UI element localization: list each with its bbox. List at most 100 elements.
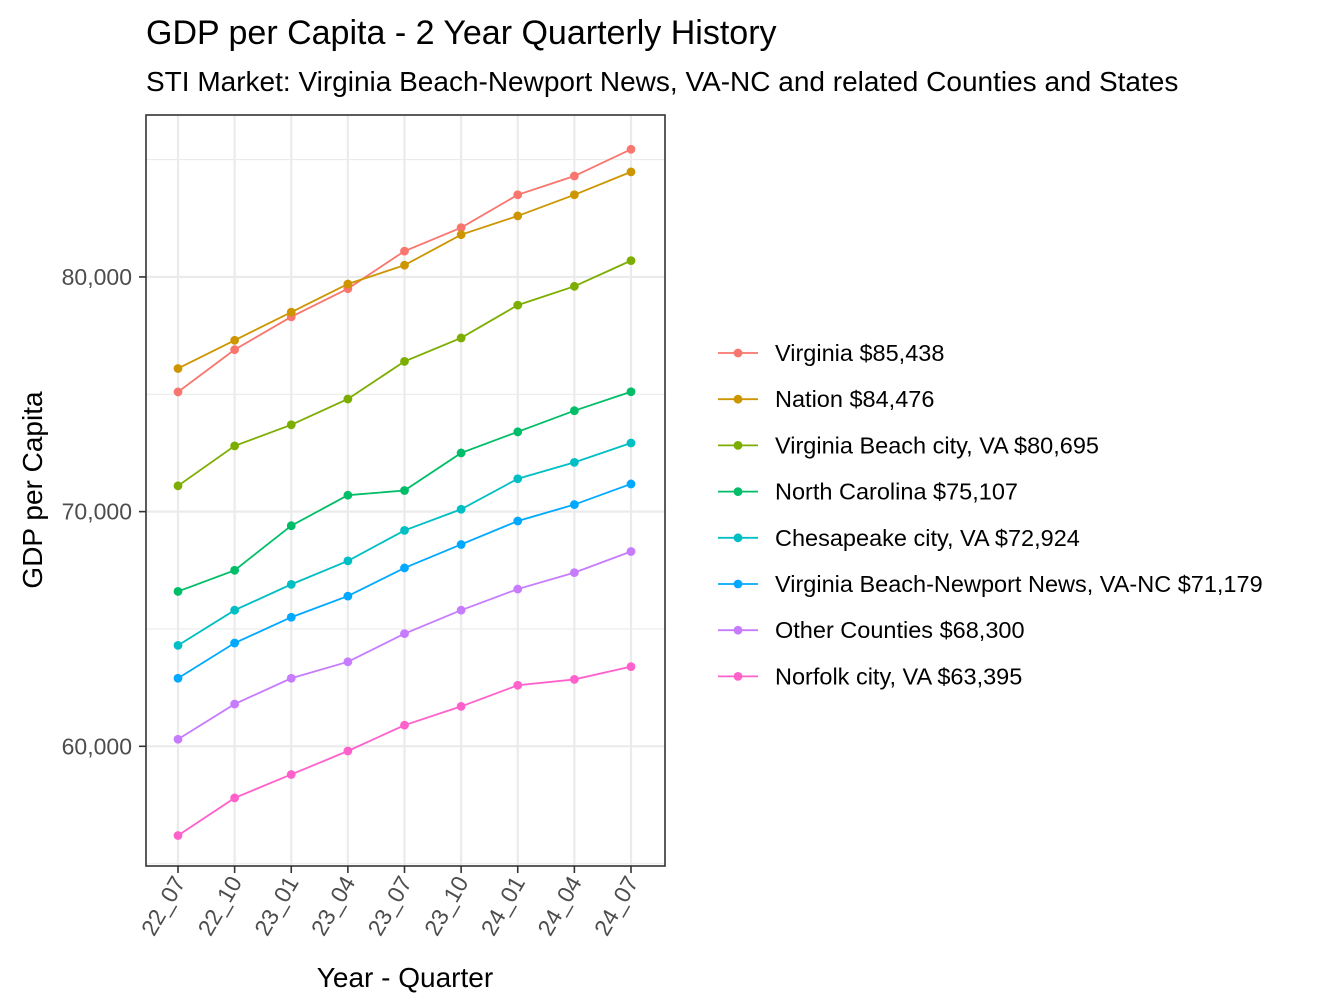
- data-point: [230, 793, 240, 803]
- data-point: [173, 364, 183, 373]
- data-point: [513, 427, 523, 437]
- chart-title: GDP per Capita - 2 Year Quarterly Histor…: [146, 14, 777, 52]
- data-point: [286, 673, 296, 683]
- data-point: [343, 657, 353, 667]
- data-point: [456, 448, 466, 458]
- series-group: [173, 662, 636, 840]
- data-point: [626, 662, 636, 672]
- x-tick-label: 23_07: [362, 872, 417, 940]
- data-point: [400, 563, 409, 573]
- data-point: [343, 279, 353, 289]
- data-point: [569, 675, 579, 684]
- legend-item: Virginia Beach city, VA $80,695: [718, 432, 1099, 458]
- data-point: [456, 333, 466, 343]
- legend-key-point: [733, 625, 743, 635]
- legend-label: Nation $84,476: [775, 386, 934, 412]
- chart-subtitle: STI Market: Virginia Beach-Newport News,…: [146, 66, 1178, 97]
- data-point: [343, 591, 353, 601]
- data-point: [400, 525, 409, 535]
- legend-key-point: [733, 348, 743, 358]
- data-point: [626, 547, 636, 556]
- legend-key-point: [733, 394, 743, 404]
- series-group: [173, 256, 636, 491]
- x-tick-label: 22_07: [136, 872, 191, 940]
- data-point: [569, 500, 579, 509]
- x-tick-label: 23_10: [419, 872, 474, 940]
- data-point: [569, 406, 579, 416]
- data-point: [173, 587, 183, 596]
- x-axis-title: Year - Quarter: [317, 962, 493, 993]
- data-point: [626, 167, 636, 177]
- series-group: [173, 387, 636, 596]
- data-point: [173, 831, 183, 840]
- x-axis: 22_07 22_10 23_01 23_04 23_07 23_10 24_01 24_04…: [136, 866, 644, 940]
- data-point: [343, 746, 353, 756]
- legend-key-point: [733, 533, 743, 543]
- data-point: [286, 521, 296, 531]
- data-point: [456, 223, 466, 233]
- legend-key-point: [733, 487, 743, 496]
- data-point: [456, 230, 466, 240]
- data-point: [230, 605, 240, 615]
- legend-item: Virginia $85,438: [718, 340, 944, 366]
- data-point: [230, 345, 240, 355]
- data-point: [343, 394, 353, 404]
- data-point: [400, 246, 409, 256]
- data-point: [343, 490, 353, 500]
- data-point: [513, 300, 523, 310]
- data-point: [626, 479, 636, 489]
- data-point: [569, 568, 579, 578]
- legend-label: North Carolina $75,107: [775, 479, 1018, 505]
- data-point: [286, 420, 296, 430]
- data-point: [626, 438, 636, 448]
- legend-key-point: [733, 672, 743, 681]
- data-point: [173, 387, 183, 397]
- data-point: [626, 387, 636, 397]
- y-axis-title: GDP per Capita: [17, 391, 48, 589]
- legend-label: Chesapeake city, VA $72,924: [775, 525, 1080, 551]
- data-point: [173, 734, 183, 744]
- legend-label: Virginia $85,438: [775, 340, 944, 366]
- data-point: [230, 638, 240, 648]
- data-point: [400, 629, 409, 639]
- legend-item: Virginia Beach-Newport News, VA-NC $71,1…: [718, 571, 1263, 597]
- x-tick-label: 24_07: [589, 872, 644, 940]
- y-tick-label: 70,000: [62, 499, 132, 525]
- data-point: [400, 260, 409, 270]
- data-point: [456, 540, 466, 549]
- y-tick-label: 80,000: [62, 264, 132, 290]
- legend-key-point: [733, 441, 743, 450]
- data-point: [513, 474, 523, 484]
- grid-lines: [146, 115, 665, 866]
- series-group: [173, 479, 636, 683]
- data-point: [513, 584, 523, 594]
- legend-label: Virginia Beach city, VA $80,695: [775, 432, 1099, 458]
- data-point: [569, 457, 579, 467]
- legend-item: North Carolina $75,107: [718, 479, 1018, 505]
- data-point: [513, 516, 523, 526]
- data-point: [286, 770, 296, 779]
- data-point: [286, 612, 296, 622]
- series-layer: [173, 144, 636, 840]
- legend: Virginia $85,438 Nation $84,476 Virginia B…: [718, 340, 1263, 689]
- data-point: [400, 720, 409, 730]
- legend-label: Virginia Beach-Newport News, VA-NC $71,1…: [775, 571, 1263, 597]
- data-point: [173, 673, 183, 683]
- legend-item: Chesapeake city, VA $72,924: [718, 525, 1080, 551]
- x-tick-label: 22_10: [192, 872, 247, 940]
- plot-panel-border: [145, 114, 666, 867]
- legend-item: Norfolk city, VA $63,395: [718, 663, 1022, 689]
- data-point: [230, 699, 240, 709]
- legend-key-point: [733, 579, 743, 589]
- legend-label: Other Counties $68,300: [775, 617, 1025, 643]
- data-point: [230, 335, 240, 345]
- data-point: [569, 281, 579, 291]
- data-point: [230, 565, 240, 575]
- series-group: [173, 438, 636, 650]
- x-tick-label: 24_01: [476, 872, 531, 940]
- data-point: [343, 556, 353, 566]
- x-tick-label: 23_01: [249, 872, 304, 940]
- legend-item: Other Counties $68,300: [718, 617, 1025, 643]
- data-point: [286, 579, 296, 589]
- data-point: [513, 211, 523, 221]
